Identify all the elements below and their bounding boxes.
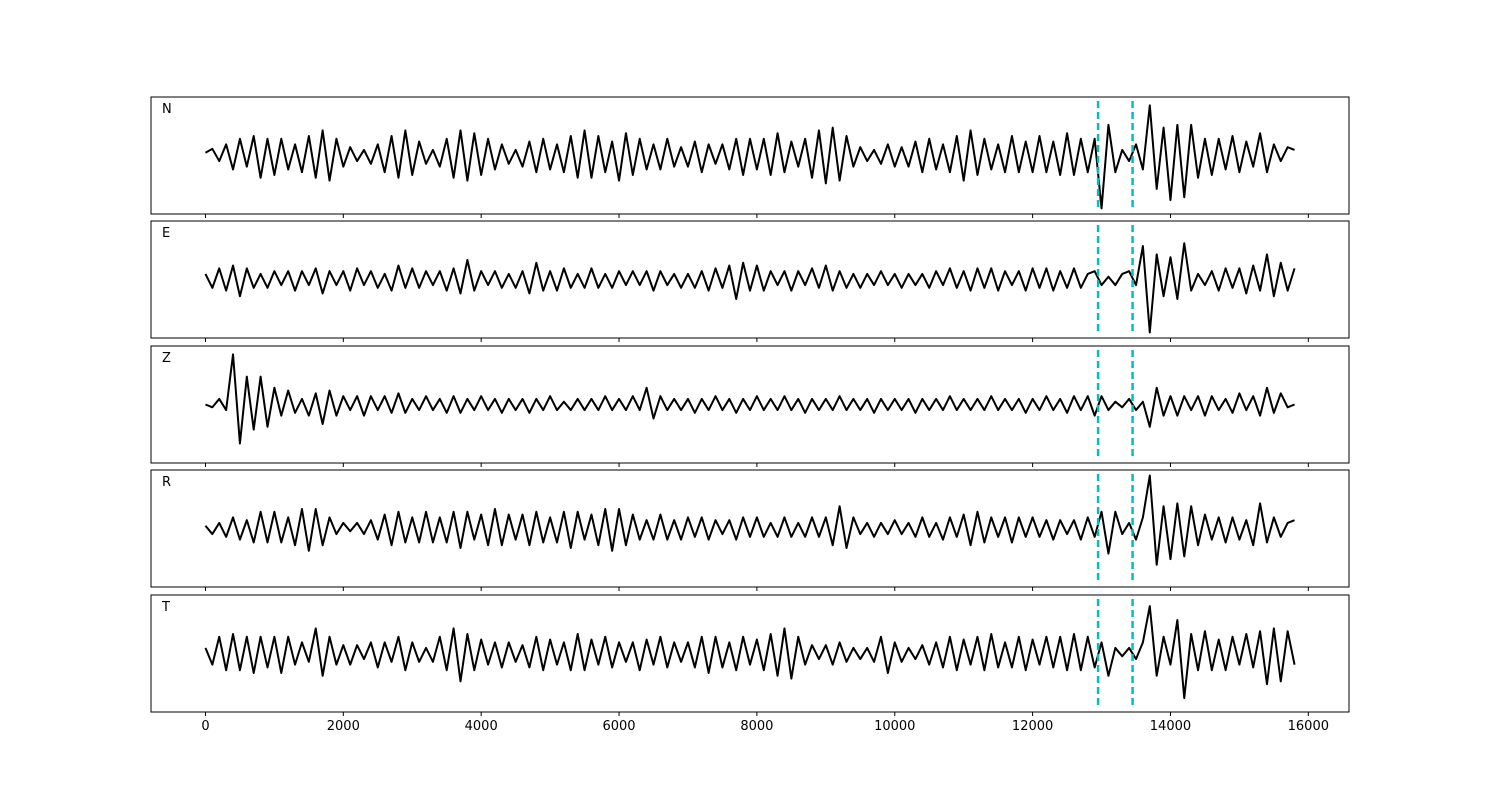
x-tick-label: 8000 (740, 719, 773, 734)
panel-frame (150, 220, 1350, 339)
x-tick-label: 12000 (1012, 719, 1053, 734)
panel-frame (150, 345, 1350, 464)
panel-label: R (162, 475, 171, 490)
x-tick-label: 6000 (602, 719, 635, 734)
panel-label: Z (162, 351, 171, 366)
x-tick-label: 4000 (465, 719, 498, 734)
panel-label: N (162, 102, 172, 117)
panel-frame (150, 594, 1350, 713)
x-tick-label: 14000 (1150, 719, 1191, 734)
x-tick-label: 2000 (327, 719, 360, 734)
panel-label: E (162, 226, 170, 241)
trace (204, 474, 1295, 566)
trace (204, 242, 1296, 334)
trace (204, 104, 1295, 210)
panel-frame (150, 469, 1350, 588)
trace (205, 353, 1295, 445)
panel-label: T (161, 600, 170, 615)
x-tick-label: 0 (201, 719, 209, 734)
panel-frame (150, 96, 1350, 215)
x-tick-label: 16000 (1288, 719, 1329, 734)
trace (204, 605, 1296, 700)
x-tick-label: 10000 (874, 719, 915, 734)
